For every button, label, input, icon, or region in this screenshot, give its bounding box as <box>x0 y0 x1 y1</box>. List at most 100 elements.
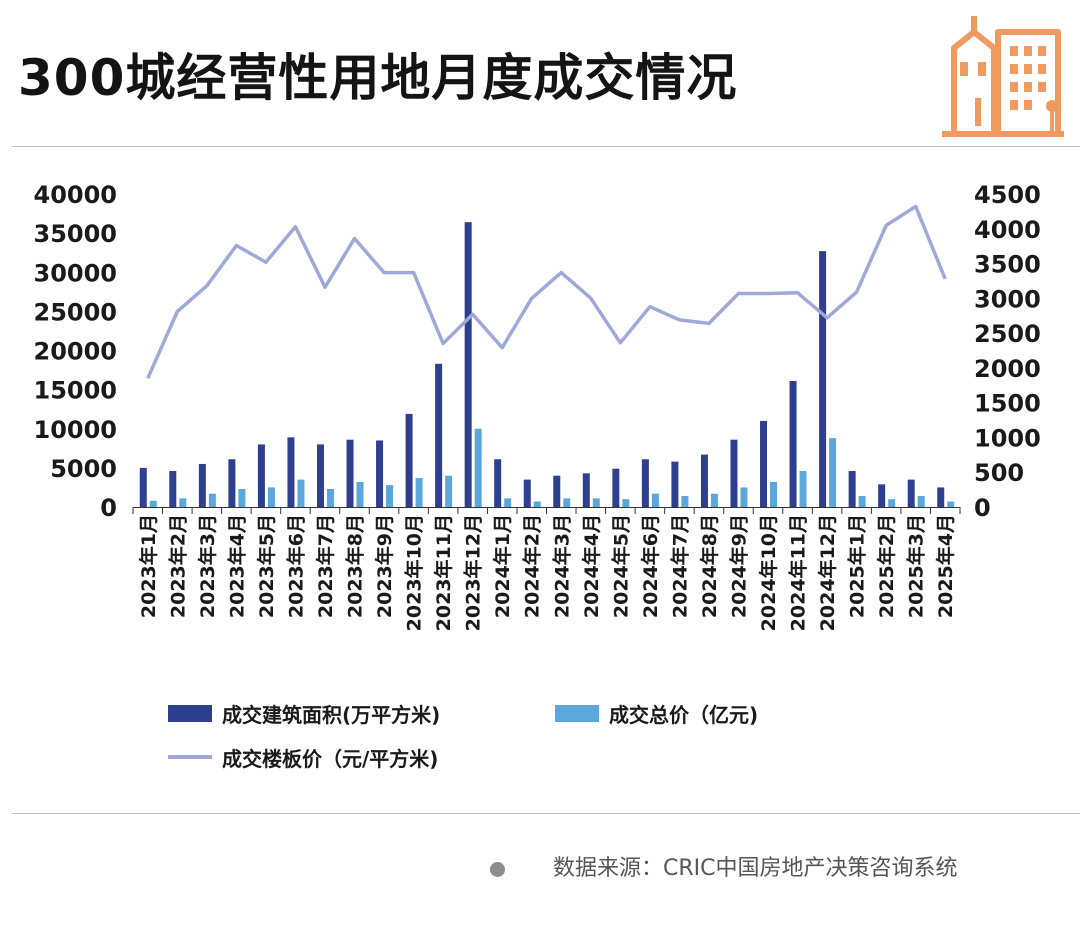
bar-total <box>622 499 630 507</box>
legend: 成交建筑面积(万平方米) 成交总价（亿元) 成交楼板价（元/平方米) <box>168 703 758 771</box>
y-right-tick-label: 4000 <box>974 216 1041 244</box>
x-tick-label: 2023年6月 <box>284 514 307 618</box>
y-left-tick-label: 10000 <box>34 416 118 444</box>
y-right-tick-label: 1500 <box>974 390 1041 418</box>
bar-total <box>770 481 778 507</box>
bar-total <box>149 500 157 507</box>
x-tick-label: 2023年1月 <box>137 514 160 618</box>
x-tick-label: 2024年4月 <box>580 514 603 618</box>
x-tick-label: 2025年4月 <box>934 514 957 618</box>
legend-label-price: 成交楼板价（元/平方米) <box>222 747 438 771</box>
x-tick-label: 2024年2月 <box>521 514 544 618</box>
x-tick-label: 2025年1月 <box>846 514 869 618</box>
right-axis-ticks: 4500 4000 3500 3000 2500 2000 1500 1000 500 0 <box>974 181 1041 522</box>
y-left-tick-label: 40000 <box>34 181 118 209</box>
legend-label-total: 成交总价（亿元) <box>609 703 758 727</box>
bar-area <box>257 444 265 507</box>
bar-total <box>533 501 541 507</box>
x-tick-label: 2024年10月 <box>757 514 780 631</box>
bar-area <box>907 479 915 507</box>
x-tick-label: 2023年9月 <box>373 514 396 618</box>
x-tick-label: 2023年10月 <box>403 514 426 631</box>
legend-label-area: 成交建筑面积(万平方米) <box>222 703 440 727</box>
bar-area <box>641 459 649 507</box>
bar-total <box>651 493 659 507</box>
y-left-tick-label: 25000 <box>34 298 118 326</box>
bar-area <box>848 471 856 507</box>
line-series <box>146 204 947 380</box>
x-tick-label: 2023年5月 <box>255 514 278 618</box>
bar-area <box>464 222 472 508</box>
top-divider <box>12 146 1080 147</box>
bar-area <box>405 413 413 507</box>
bar-total <box>267 487 275 507</box>
bar-area <box>228 459 236 507</box>
combo-chart: 4000035000300002500020000150001000050000… <box>34 181 1041 771</box>
x-tick-label: 2025年2月 <box>875 514 898 618</box>
price-line <box>146 204 947 380</box>
bar-area <box>700 454 708 507</box>
bar-total <box>386 485 394 507</box>
y-left-tick-label: 20000 <box>34 338 118 366</box>
bar-total <box>681 496 689 507</box>
y-left-tick-label: 5000 <box>50 455 117 483</box>
x-tick-label: 2024年1月 <box>491 514 514 618</box>
x-tick-label: 2023年12月 <box>462 514 485 631</box>
bar-area <box>760 420 768 507</box>
bar-area <box>937 487 945 507</box>
bar-series <box>139 222 955 508</box>
x-tick-label: 2023年3月 <box>196 514 219 618</box>
y-right-tick-label: 0 <box>974 494 991 522</box>
bar-area <box>346 439 354 507</box>
bar-total <box>592 498 600 507</box>
x-tick-label: 2023年2月 <box>166 514 189 618</box>
y-right-tick-label: 500 <box>974 459 1024 487</box>
bar-total <box>326 489 334 507</box>
x-tick-label: 2024年6月 <box>639 514 662 618</box>
bar-area <box>139 467 147 507</box>
bar-area <box>169 471 177 507</box>
bar-total <box>445 475 453 507</box>
bar-area <box>523 479 531 507</box>
x-tick-label: 2025年3月 <box>905 514 928 618</box>
x-tick-label: 2023年7月 <box>314 514 337 618</box>
y-right-tick-label: 2000 <box>974 355 1041 383</box>
bar-area <box>435 363 443 507</box>
y-right-tick-label: 3000 <box>974 285 1041 313</box>
x-tick-label: 2023年4月 <box>225 514 248 618</box>
y-left-tick-label: 30000 <box>34 259 118 287</box>
bar-area <box>612 468 620 507</box>
y-left-tick-label: 35000 <box>34 220 118 248</box>
bar-total <box>740 487 748 507</box>
y-right-tick-label: 1000 <box>974 424 1041 452</box>
x-tick-label: 2024年8月 <box>698 514 721 618</box>
bullet-dot <box>490 861 505 877</box>
bar-area <box>819 251 827 507</box>
bar-area <box>376 440 384 507</box>
bar-area <box>198 463 206 507</box>
bar-total <box>858 496 866 507</box>
bar-total <box>917 496 925 507</box>
bar-total <box>208 493 216 507</box>
bar-total <box>829 438 837 507</box>
bar-area <box>671 461 679 507</box>
bar-total <box>504 498 512 507</box>
x-tick-label: 2023年11月 <box>432 514 455 631</box>
x-tick-label: 2023年8月 <box>344 514 367 618</box>
bar-total <box>238 489 246 507</box>
bar-total <box>356 481 364 507</box>
bar-area <box>582 473 590 507</box>
bar-area <box>494 459 502 507</box>
x-tick-label: 2024年9月 <box>727 514 750 618</box>
bar-total <box>888 499 896 507</box>
left-axis-ticks: 40000 35000 30000 25000 20000 15000 10000 5000 0 <box>34 181 118 522</box>
x-tick-label: 2024年5月 <box>609 514 632 618</box>
y-left-tick-label: 0 <box>100 494 117 522</box>
x-axis <box>132 507 961 514</box>
bar-total <box>563 498 571 507</box>
bar-area <box>316 444 324 507</box>
x-tick-label: 2024年3月 <box>550 514 573 618</box>
x-tick-label: 2024年12月 <box>816 514 839 631</box>
bottom-divider <box>12 813 1080 814</box>
bar-total <box>474 428 482 507</box>
